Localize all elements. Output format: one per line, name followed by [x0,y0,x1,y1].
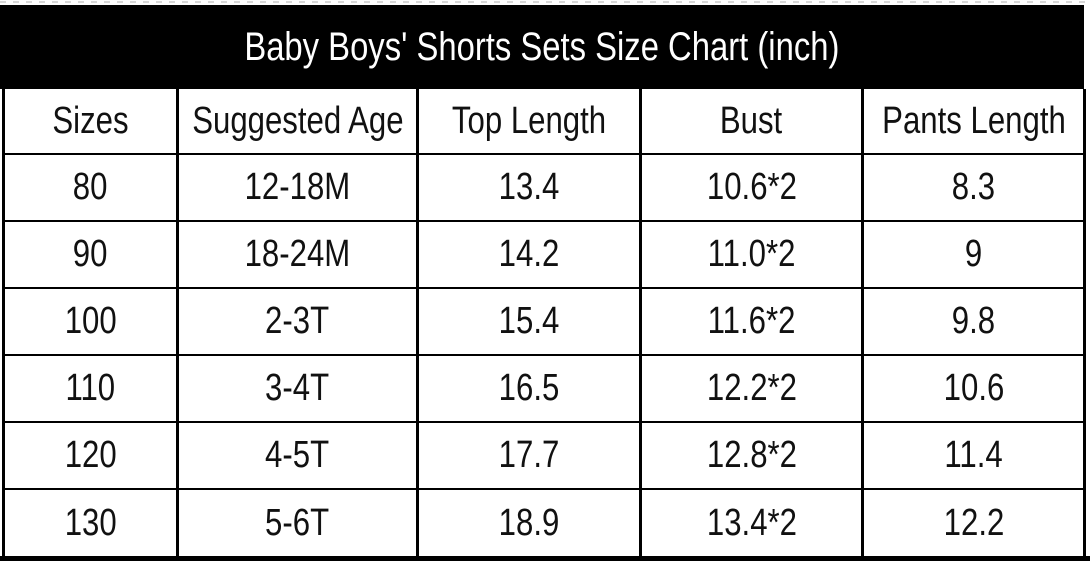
cell-text: 120 [64,434,117,476]
cell-text: 90 [73,233,108,275]
column-header-suggested-age: Suggested Age [179,89,419,155]
table-cell: 15.4 [419,289,642,356]
table-cell: 10.6 [864,356,1086,423]
table-cell: 11.4 [864,423,1086,490]
column-header-sizes: Sizes [5,89,179,155]
cell-text: 3-4T [265,367,330,409]
table-cell: 12-18M [179,155,419,222]
table-cell: 3-4T [179,356,419,423]
cell-text: 130 [64,502,117,544]
cell-text: 11.6*2 [707,300,796,342]
table-cell: 16.5 [419,356,642,423]
table-cell: 80 [5,155,179,222]
cell-text: 11.0*2 [707,233,796,275]
cell-text: 13.4 [498,166,560,208]
cell-text: 14.2 [498,233,560,275]
bottom-black-bar [0,556,1090,561]
cell-text: 10.6*2 [706,166,797,208]
table-cell: 14.2 [419,222,642,289]
cell-text: 4-5T [265,434,330,476]
table-cell: 90 [5,222,179,289]
cell-text: 15.4 [498,300,560,342]
cell-text: 10.6 [943,367,1004,409]
column-header-label: Suggested Age [191,99,404,142]
cell-text: 11.4 [944,434,1003,476]
cell-text: 2-3T [265,300,330,342]
table-cell: 11.6*2 [642,289,864,356]
cell-text: 16.5 [498,367,560,409]
cell-text: 100 [64,300,117,342]
chart-title: Baby Boys' Shorts Sets Size Chart (inch) [244,24,840,69]
cell-text: 8.3 [951,166,996,208]
table-cell: 120 [5,423,179,490]
cell-text: 12.2*2 [706,367,797,409]
cell-text: 80 [73,166,108,208]
cell-text: 12.2 [943,502,1004,544]
size-chart-table: Sizes Suggested Age Top Length Bust Pant… [2,89,1086,557]
table-cell: 4-5T [179,423,419,490]
table-cell: 11.0*2 [642,222,864,289]
column-header-top-length: Top Length [419,89,642,155]
table-cell: 2-3T [179,289,419,356]
table-cell: 18-24M [179,222,419,289]
cell-text: 9 [964,233,983,275]
cell-text: 9.8 [951,300,996,342]
column-header-label: Sizes [52,99,129,142]
cell-text: 12.8*2 [706,434,797,476]
table-cell: 5-6T [179,490,419,557]
table-cell: 12.2*2 [642,356,864,423]
table-cell: 13.4*2 [642,490,864,557]
cell-text: 5-6T [265,502,330,544]
cell-text: 110 [65,367,116,409]
cell-text: 17.7 [498,434,560,476]
table-cell: 12.2 [864,490,1086,557]
table-cell: 9.8 [864,289,1086,356]
top-dotted-divider [0,1,1090,3]
table-cell: 13.4 [419,155,642,222]
column-header-pants-length: Pants Length [864,89,1086,155]
table-cell: 110 [5,356,179,423]
table-cell: 18.9 [419,490,642,557]
cell-text: 18.9 [498,502,560,544]
table-cell: 17.7 [419,423,642,490]
column-header-label: Top Length [451,99,607,142]
cell-text: 18-24M [244,233,351,275]
cell-text: 13.4*2 [706,502,797,544]
column-header-bust: Bust [642,89,864,155]
table-cell: 9 [864,222,1086,289]
table-cell: 100 [5,289,179,356]
table-cell: 12.8*2 [642,423,864,490]
table-cell: 130 [5,490,179,557]
table-cell: 10.6*2 [642,155,864,222]
cell-text: 12-18M [244,166,351,208]
column-header-label: Bust [720,99,783,142]
chart-title-bar: Baby Boys' Shorts Sets Size Chart (inch) [0,5,1084,89]
table-cell: 8.3 [864,155,1086,222]
column-header-label: Pants Length [881,99,1066,142]
